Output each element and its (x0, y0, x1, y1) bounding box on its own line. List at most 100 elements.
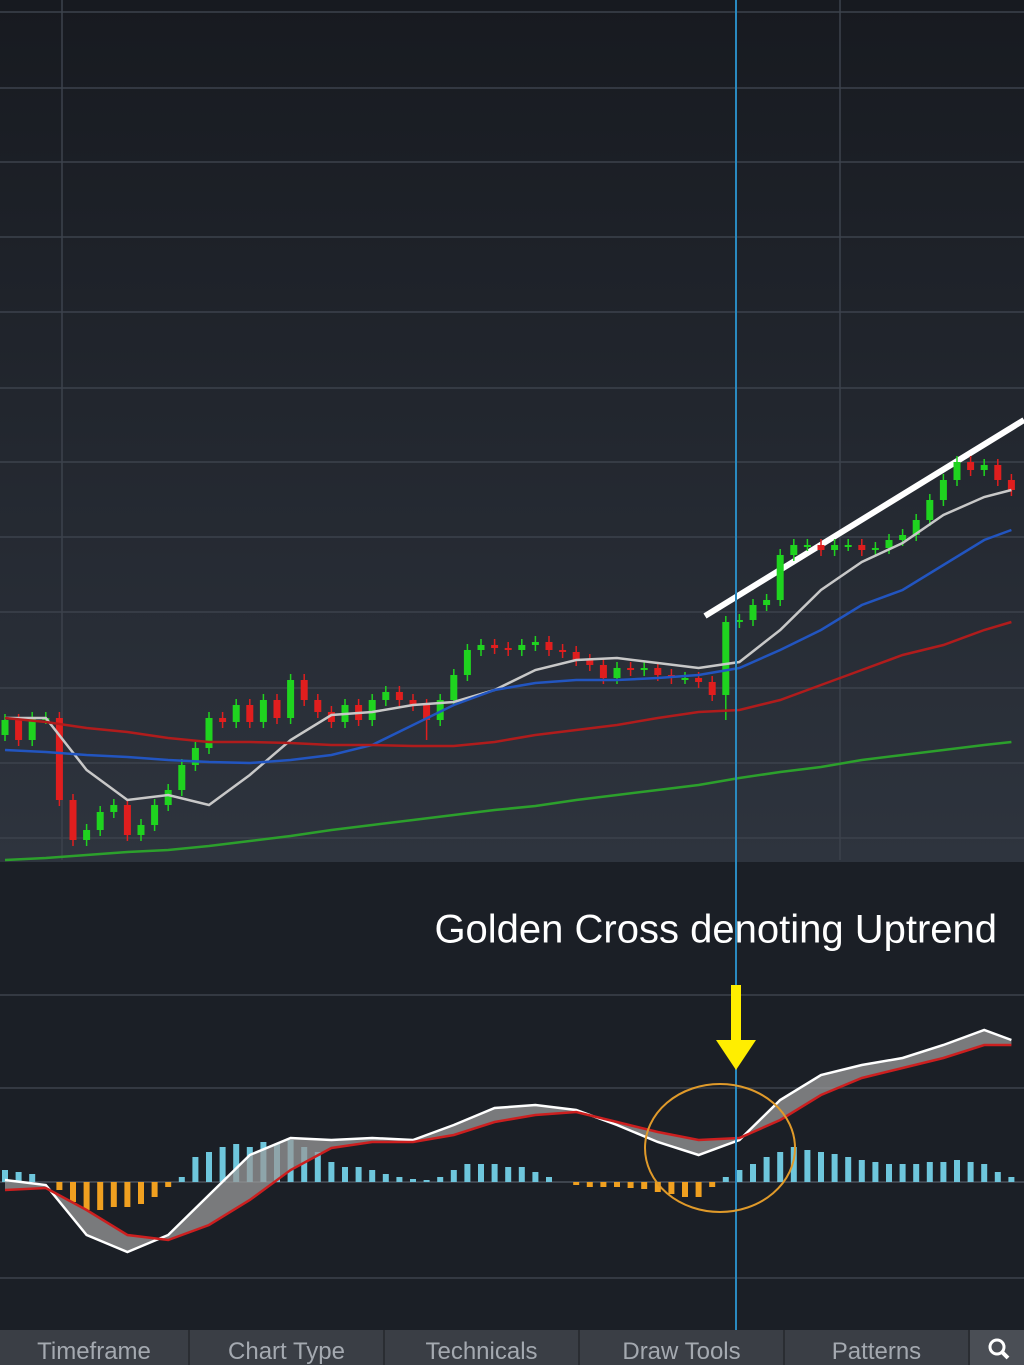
histogram-bar (886, 1164, 892, 1182)
candle-body (885, 540, 893, 548)
histogram-bar (668, 1182, 675, 1194)
candle-body (572, 652, 580, 660)
histogram-bar (967, 1162, 974, 1182)
candle-body (1007, 480, 1015, 490)
candle-body (368, 700, 376, 720)
trend-line (703, 417, 1024, 619)
candle-body (939, 480, 947, 500)
candle-body (613, 668, 621, 678)
histogram-bar (981, 1164, 988, 1182)
histogram-bar (233, 1144, 240, 1182)
candle-body (327, 712, 335, 722)
arrow-head (716, 1040, 756, 1070)
histogram-bar (614, 1182, 620, 1187)
candle-body (844, 545, 852, 547)
histogram-bar (831, 1154, 838, 1182)
histogram-bar (586, 1182, 593, 1187)
search-icon (988, 1338, 1010, 1360)
moving-average (4, 620, 1012, 748)
histogram-bar (750, 1164, 756, 1182)
histogram-bar (15, 1172, 22, 1182)
histogram-bar (954, 1160, 960, 1182)
histogram-bar (151, 1182, 158, 1197)
candle-body (15, 720, 23, 740)
histogram-bar (328, 1162, 335, 1182)
histogram-bar (138, 1182, 144, 1204)
candle-body (586, 660, 594, 665)
candle-body (912, 520, 920, 535)
candle-body (858, 545, 866, 550)
tab[interactable]: Patterns (785, 1330, 970, 1365)
candle-body (232, 705, 240, 722)
arrow-shaft (731, 985, 741, 1040)
histogram-bar (478, 1164, 484, 1182)
moving-average (4, 528, 1012, 765)
candle-body (763, 600, 771, 605)
candle-body (899, 535, 907, 540)
toolbar: Timeframe Chart Type Technicals Draw Too… (0, 1330, 1024, 1365)
candle-body (518, 645, 526, 650)
candle-body (300, 680, 308, 700)
candle-body (817, 545, 825, 550)
histogram-bar (396, 1177, 403, 1182)
candle-body (708, 682, 716, 695)
histogram-bar (301, 1147, 308, 1182)
macd-line (4, 1043, 1012, 1242)
tab[interactable]: Chart Type (190, 1330, 385, 1365)
candle-body (749, 605, 757, 620)
histogram-bar (627, 1182, 634, 1188)
histogram-bar (899, 1164, 906, 1182)
histogram-bar (178, 1177, 185, 1182)
candle-body (69, 800, 77, 840)
chart: Golden Cross denoting Uptrend (0, 0, 1024, 1330)
histogram-bar (777, 1152, 784, 1182)
histogram-bar (410, 1179, 416, 1182)
tab[interactable]: Draw Tools (580, 1330, 785, 1365)
histogram-bar (641, 1182, 648, 1189)
candle-body (382, 692, 390, 700)
histogram-bar (722, 1177, 729, 1182)
candle-body (123, 805, 131, 835)
histogram-bar (355, 1167, 362, 1182)
macd-panel (0, 862, 1024, 1330)
histogram-bar (464, 1164, 471, 1182)
candle-body (246, 705, 254, 722)
moving-average (5, 488, 1012, 807)
candle-body (477, 645, 485, 650)
histogram-bar (573, 1182, 580, 1185)
candle-body (450, 675, 458, 700)
histogram-bar (450, 1170, 457, 1182)
histogram-bar (926, 1162, 933, 1182)
histogram-bar (763, 1157, 770, 1182)
candle-body (967, 462, 975, 470)
tab[interactable]: Technicals (385, 1330, 580, 1365)
price-panel (0, 0, 1024, 862)
histogram-bar (818, 1152, 824, 1182)
histogram-bar (1008, 1177, 1015, 1182)
histogram-bar (505, 1167, 512, 1182)
candle-body (735, 620, 743, 622)
candle-body (436, 700, 444, 720)
candle-body (640, 668, 648, 670)
candle-body (871, 548, 879, 550)
candle-body (831, 545, 839, 550)
candle-body (776, 555, 784, 600)
histogram-bar (654, 1182, 661, 1192)
search-button[interactable] (970, 1330, 1024, 1365)
candle-body (980, 465, 988, 470)
histogram-bar (682, 1182, 688, 1197)
candle-body (178, 765, 186, 790)
tab[interactable]: Timeframe (0, 1330, 190, 1365)
histogram-bar (369, 1170, 376, 1182)
histogram-bar (56, 1182, 63, 1190)
candle-body (96, 812, 104, 830)
histogram-bar (845, 1157, 852, 1182)
histogram-bar (600, 1182, 607, 1187)
candle-body (953, 462, 961, 480)
candle-body (722, 622, 730, 695)
candle-body (137, 825, 145, 835)
histogram-bar (491, 1164, 498, 1182)
histogram-bar (858, 1160, 865, 1182)
candle-body (409, 700, 417, 705)
